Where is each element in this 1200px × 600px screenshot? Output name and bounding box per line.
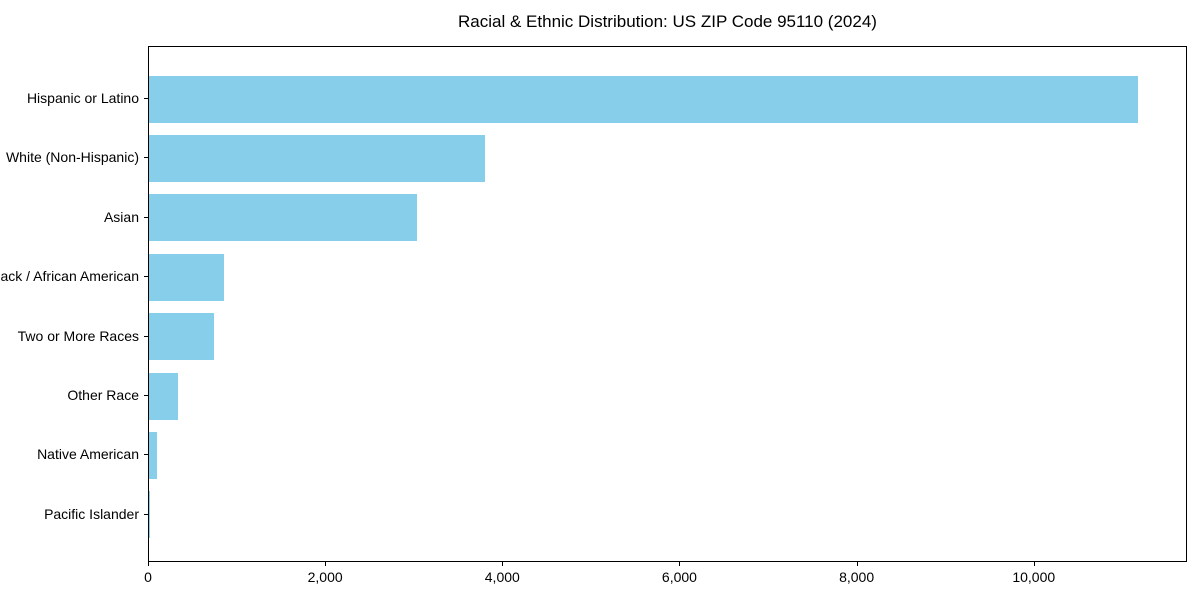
y-tick-mark (144, 395, 148, 396)
x-tick-label: 6,000 (661, 569, 697, 585)
x-tick-mark (679, 562, 681, 566)
x-tick-mark (325, 562, 327, 566)
y-tick-label: Native American (37, 446, 139, 463)
x-tick-mark (856, 562, 858, 566)
x-tick-label: 8,000 (839, 569, 875, 585)
y-tick-label: Two or More Races (17, 327, 139, 344)
y-tick-mark (144, 454, 148, 456)
bar-hispanic-or-latino (149, 75, 1139, 123)
x-tick-label: 2,000 (307, 569, 343, 585)
y-tick-label: Hispanic or Latino (26, 90, 139, 106)
y-tick-mark (144, 335, 148, 337)
y-tick-label: White (Non-Hispanic) (5, 149, 139, 166)
y-tick-label: Other Race (67, 387, 139, 403)
bar-white-non-hispanic (149, 134, 485, 182)
y-tick-label: Pacific Islander (44, 505, 139, 522)
y-tick-mark (144, 98, 148, 99)
x-tick-mark (1033, 562, 1035, 566)
bar-black-african-american (149, 253, 224, 301)
bar-two-or-more-races (149, 313, 214, 361)
bar-asian (149, 194, 418, 242)
y-tick-mark (144, 216, 148, 218)
x-tick-label: 0 (144, 569, 152, 585)
bar-native-american (149, 431, 157, 479)
x-tick-label: 4,000 (484, 569, 520, 585)
y-tick-mark (144, 513, 148, 515)
x-tick-label: 10,000 (1012, 569, 1056, 585)
y-tick-mark (144, 157, 148, 159)
bar-other-race (149, 372, 179, 420)
x-tick-mark (148, 562, 149, 566)
bar-pacific-islander (149, 491, 151, 539)
y-tick-mark (144, 276, 148, 278)
x-tick-mark (502, 562, 504, 566)
chart-title: Racial & Ethnic Distribution: US ZIP Cod… (458, 12, 877, 31)
y-tick-label: Black / African American (0, 268, 139, 285)
y-tick-label: Asian (103, 208, 139, 225)
plot-area (148, 46, 1187, 562)
